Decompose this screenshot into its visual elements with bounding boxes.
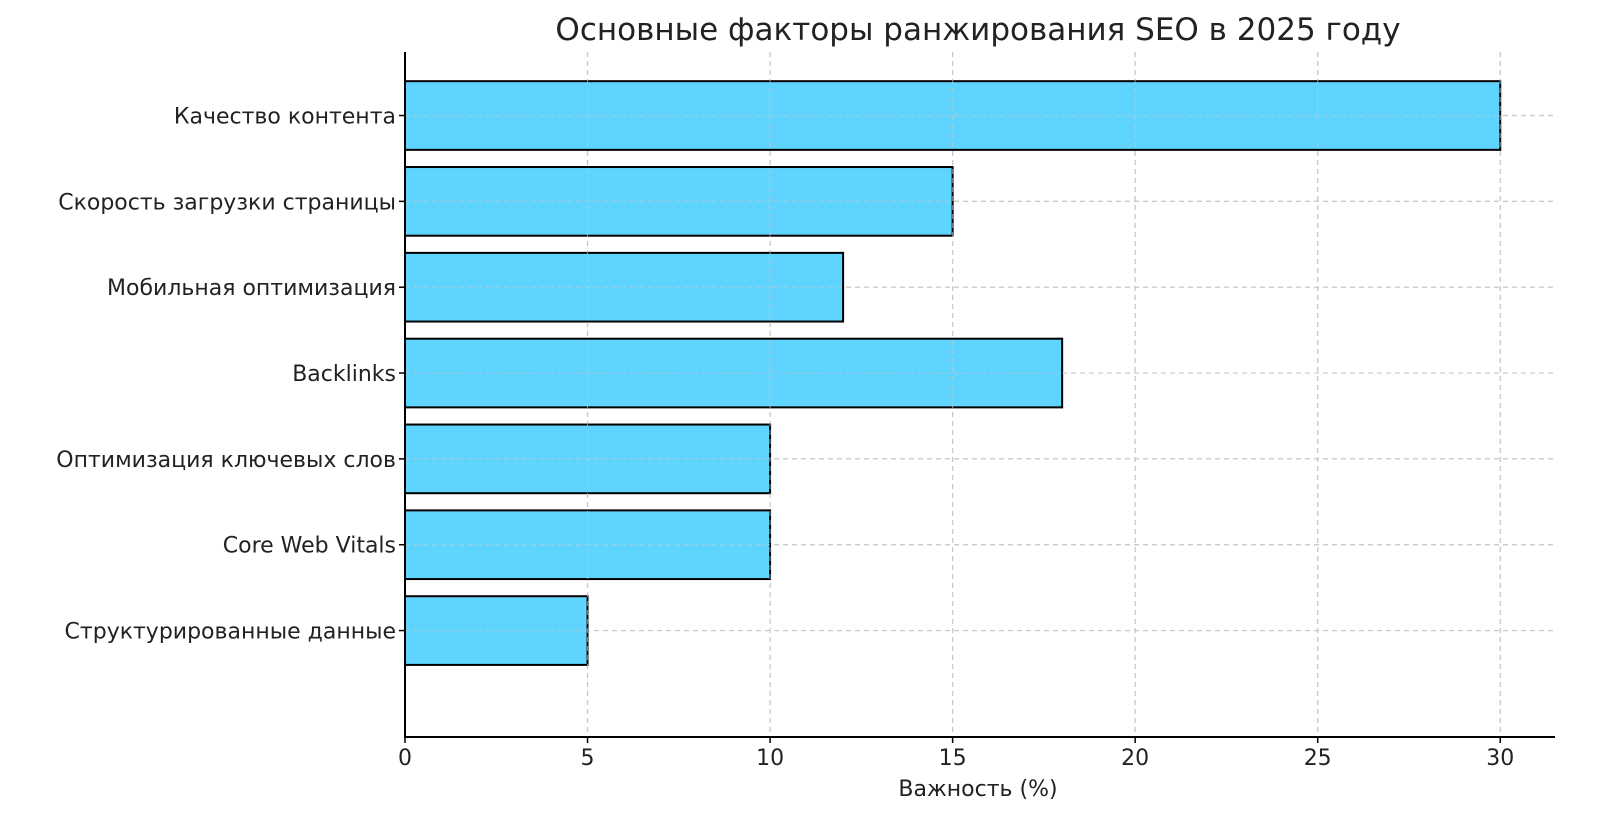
x-tick-label: 5 (581, 746, 595, 771)
y-tick-label: Качество контента (174, 105, 396, 130)
x-tick-labels: 0 5 10 15 20 25 30 (398, 746, 1514, 771)
x-tick-label: 10 (756, 746, 784, 771)
y-tick-labels: Качество контента Скорость загрузки стран… (56, 105, 396, 645)
y-tick-label: Скорость загрузки страницы (58, 190, 396, 215)
y-tick-label: Оптимизация ключевых слов (56, 448, 396, 473)
x-tick-label: 25 (1304, 746, 1332, 771)
y-tick-label: Backlinks (292, 362, 396, 387)
x-tick-label: 30 (1486, 746, 1514, 771)
y-tick-label: Структурированные данные (65, 620, 396, 645)
axes (399, 52, 1555, 743)
x-tick-label: 20 (1121, 746, 1149, 771)
y-tick-label: Core Web Vitals (223, 534, 396, 559)
y-tick-label: Мобильная оптимизация (107, 276, 396, 301)
chart-title: Основные факторы ранжирования SEO в 2025… (555, 12, 1400, 48)
x-axis-label: Важность (%) (898, 777, 1057, 802)
x-tick-label: 15 (939, 746, 967, 771)
x-tick-label: 0 (398, 746, 412, 771)
grid-overlay (404, 52, 1555, 737)
